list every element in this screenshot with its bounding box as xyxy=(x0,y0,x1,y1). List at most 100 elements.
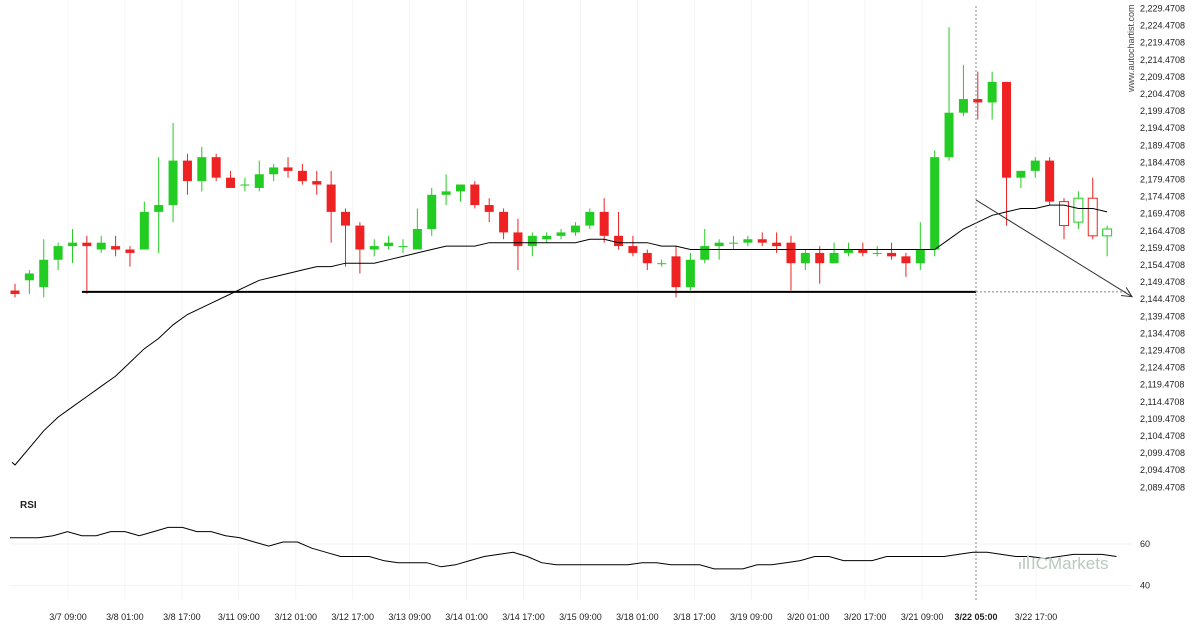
price-tick-label: 2,169.4708 xyxy=(1140,209,1185,219)
price-axis: 2,229.4708 2,224.4708 2,219.4708 2,214.4708… xyxy=(1140,4,1185,493)
price-tick-label: 2,184.4708 xyxy=(1140,157,1185,167)
candle-body xyxy=(182,160,192,182)
time-tick-label: 3/8 01:00 xyxy=(106,612,144,622)
candle-body xyxy=(973,99,983,103)
price-tick-label: 2,109.4708 xyxy=(1140,414,1185,424)
candle-body xyxy=(1087,197,1098,237)
price-tick-label: 2,129.4708 xyxy=(1140,346,1185,356)
brand-name: Markets xyxy=(1048,554,1108,573)
price-tick-label: 2,164.4708 xyxy=(1140,226,1185,236)
candle-body xyxy=(958,99,968,113)
candle-body xyxy=(915,249,925,264)
candle-body xyxy=(499,211,509,233)
projection-arrow-line xyxy=(975,199,1133,298)
time-tick-label: 3/14 17:00 xyxy=(502,612,545,622)
candle-body xyxy=(772,242,782,247)
candle-body xyxy=(1059,201,1070,227)
candle-body xyxy=(427,194,437,229)
svg-text:ICMarkets: ICMarkets xyxy=(1031,554,1108,573)
price-tick-label: 2,219.4708 xyxy=(1140,38,1185,48)
price-tick-label: 2,214.4708 xyxy=(1140,55,1185,65)
time-tick-label: 3/21 09:00 xyxy=(901,612,944,622)
current-time-label: 3/22 05:00 xyxy=(954,612,997,622)
candle-body xyxy=(39,259,49,288)
candle-body xyxy=(312,181,322,185)
candle-body xyxy=(283,167,293,171)
candle-body xyxy=(628,246,638,253)
candle-body xyxy=(412,228,422,250)
time-tick-label: 3/15 09:00 xyxy=(559,612,602,622)
watermark-text: www.autochartist.com xyxy=(1126,4,1136,93)
price-tick-label: 2,199.4708 xyxy=(1140,106,1185,116)
time-tick-label: 3/20 01:00 xyxy=(787,612,830,622)
candle-body xyxy=(326,184,336,212)
candles xyxy=(10,27,1113,298)
candle-body xyxy=(858,249,868,253)
candle-body xyxy=(599,211,609,236)
price-tick-label: 2,194.4708 xyxy=(1140,123,1185,133)
candle-body xyxy=(757,239,767,243)
price-tick-label: 2,089.4708 xyxy=(1140,482,1185,492)
vertical-gridlines xyxy=(67,0,1037,600)
price-tick-label: 2,139.4708 xyxy=(1140,311,1185,321)
time-tick-label: 3/18 01:00 xyxy=(616,612,659,622)
candle-body xyxy=(829,252,839,264)
price-tick-label: 2,189.4708 xyxy=(1140,140,1185,150)
rsi-axis: 60 40 xyxy=(1140,539,1150,590)
candle-body xyxy=(484,205,494,212)
candle-body xyxy=(700,246,710,260)
candle-body xyxy=(642,252,652,264)
candle-body xyxy=(297,170,307,182)
candle-body xyxy=(843,249,853,253)
candle-body xyxy=(24,273,34,281)
candle-body xyxy=(455,184,465,192)
candle-body xyxy=(585,211,595,226)
time-tick-label: 3/20 17:00 xyxy=(844,612,887,622)
time-tick-label: 3/12 01:00 xyxy=(274,612,317,622)
price-tick-label: 2,124.4708 xyxy=(1140,363,1185,373)
time-tick-label: 3/14 01:00 xyxy=(445,612,488,622)
candle-body xyxy=(355,225,365,250)
candle-body xyxy=(944,112,954,158)
brand-prefix: IC xyxy=(1031,554,1048,573)
candle-body xyxy=(815,252,825,264)
time-axis: 3/7 09:00 3/8 01:00 3/8 17:00 3/11 09:00 3/1… xyxy=(49,612,1057,622)
price-tick-label: 2,104.4708 xyxy=(1140,431,1185,441)
time-tick-label: 3/7 09:00 xyxy=(49,612,87,622)
candle-body xyxy=(1002,81,1012,178)
candle-body xyxy=(930,157,940,250)
candle-body xyxy=(872,252,882,254)
candle-body xyxy=(168,160,178,206)
candle-body xyxy=(154,205,164,212)
rsi-line xyxy=(10,526,1117,570)
candle-body xyxy=(685,259,695,288)
candle-body xyxy=(197,157,207,182)
rsi-gridlines xyxy=(10,543,1132,586)
candle-body xyxy=(470,184,480,206)
candle-body xyxy=(111,246,121,250)
candle-body xyxy=(369,246,379,250)
price-tick-label: 2,204.4708 xyxy=(1140,89,1185,99)
time-tick-label: 3/19 09:00 xyxy=(730,612,773,622)
candle-body xyxy=(398,246,408,248)
candle-body xyxy=(527,235,537,247)
candle-body xyxy=(714,242,724,247)
candle-body xyxy=(1030,160,1040,171)
broker-logo: ICMarkets xyxy=(1019,554,1108,573)
candle-body xyxy=(211,157,221,178)
candle-body xyxy=(1073,197,1084,223)
candle-body xyxy=(743,239,753,243)
candle-body xyxy=(341,211,351,226)
candle-body xyxy=(53,246,63,260)
overlays xyxy=(10,6,1133,600)
candle-body xyxy=(729,242,738,244)
candle-body xyxy=(67,242,77,247)
candle-body xyxy=(542,235,552,240)
candle-body xyxy=(82,242,92,247)
price-tick-label: 2,174.4708 xyxy=(1140,192,1185,202)
price-tick-label: 2,149.4708 xyxy=(1140,277,1185,287)
price-tick-label: 2,154.4708 xyxy=(1140,260,1185,270)
price-tick-label: 2,179.4708 xyxy=(1140,175,1185,185)
price-tick-label: 2,099.4708 xyxy=(1140,448,1185,458)
price-tick-label: 2,114.4708 xyxy=(1140,397,1184,407)
